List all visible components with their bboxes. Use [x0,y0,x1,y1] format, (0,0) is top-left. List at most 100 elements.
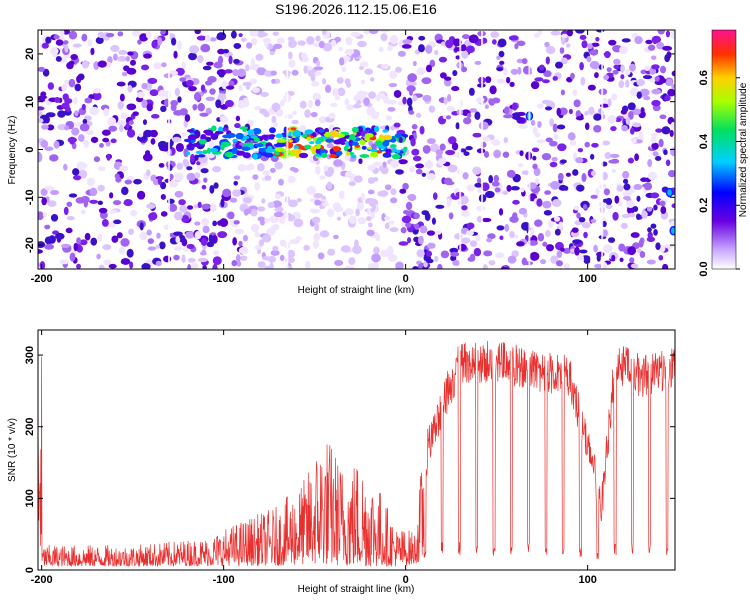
spectrogram-cell [248,64,256,71]
spectrogram-cell [352,245,362,255]
snr-y-label: SNR (10 * v/v) [7,418,18,482]
spectrogram-cell [270,70,277,76]
spectrogram-cell [569,140,577,146]
spectrogram-cell [594,72,599,79]
spectrogram-cell [38,111,43,117]
spectrogram-cell [101,129,111,136]
spectrogram-cell [336,76,344,84]
spectrogram-cell [184,114,191,122]
spectrogram-cell [593,125,602,133]
spectrogram-cell [306,36,315,45]
spectrogram-cell [634,36,643,45]
spectrogram-cell [558,221,563,230]
spectrogram-cell [116,119,127,126]
spectrogram-cell [411,148,420,156]
spectrogram-cell [516,241,525,247]
spectrogram-cell [126,129,136,138]
spectrogram-cell [636,195,641,202]
spectrogram-cell [503,114,513,119]
spectrogram-cell [658,138,664,148]
spectrogram-cell [545,46,556,55]
spectrogram-cell [631,108,642,116]
spectrogram-y-tick-label: 0 [24,146,36,152]
spectrogram-cell [204,34,211,43]
spectrogram-cell [536,103,544,109]
spectrogram-cell [510,68,519,75]
spectrogram-cell [304,260,311,269]
snr-background [38,330,675,570]
spectrogram-cell [415,163,425,169]
spectrogram-cell [170,37,177,46]
spectrogram-cell [280,99,285,107]
spectrogram-cell [175,142,184,152]
spectrogram-cell [319,115,327,124]
spectrogram-signal-cell [364,133,374,138]
spectrogram-cell [378,46,384,53]
spectrogram-cell [446,106,456,112]
spectrogram-signal-cell [368,129,375,135]
spectrogram-cell [160,193,166,200]
colorbar-tick-label: 0.6 [698,70,710,85]
spectrogram-cell [287,39,297,49]
spectrogram-cell [426,230,436,236]
spectrogram-cell [185,231,195,239]
spectrogram-cell [590,219,597,224]
spectrogram-cell [194,231,202,240]
spectrogram-cell [596,254,601,262]
spectrogram-cell [426,250,433,257]
spectrogram-signal-cell [382,140,390,147]
spectrogram-cell [188,86,197,92]
spectrogram-cell [108,263,117,269]
spectrogram-cell [461,205,468,211]
spectrogram-signal-cell [268,136,275,140]
spectrogram-cell [235,115,241,122]
spectrogram-signal-cell [247,129,255,135]
spectrogram-cell [469,108,478,113]
spectrogram-cell [324,84,332,94]
spectrogram-cell [408,87,414,96]
spectrogram-cell [389,159,400,168]
spectrogram-cell [86,177,95,187]
spectrogram-cell [503,137,509,143]
spectrogram-cell [213,61,223,69]
spectrogram-cell [378,165,384,172]
spectrogram-cell [209,88,216,95]
spectrogram-cell [561,33,568,39]
spectrogram-cell [319,230,330,238]
spectrogram-cell [659,114,667,120]
spectrogram-cell [375,94,381,102]
spectrogram-cell [518,207,527,215]
spectrogram-cell [650,223,657,229]
spectrogram-cell [506,76,511,84]
spectrogram-cell [466,184,476,192]
spectrogram-cell [629,87,639,97]
spectrogram-cell [622,170,630,179]
spectrogram-cell [119,93,125,102]
spectrogram-cell [118,50,128,55]
spectrogram-cell [516,40,526,47]
spectrogram-cell [640,107,645,114]
spectrogram-cell [187,264,192,269]
spectrogram-cell [610,126,617,132]
spectrogram-signal-cell [263,152,274,158]
spectrogram-cell [279,254,285,262]
spectrogram-cell [452,70,458,77]
spectrogram-cell [549,161,558,168]
spectrogram-cell [612,211,619,221]
spectrogram-cell [235,254,241,263]
spectrogram-cell [601,229,608,237]
spectrogram-signal-cell [265,148,275,153]
spectrogram-signal-cell [304,129,314,135]
spectrogram-cell [67,136,77,143]
spectrogram-cell [647,171,658,181]
spectrogram-cell [101,218,109,227]
spectrogram-cell [551,199,562,207]
spectrogram-cell [502,67,508,76]
spectrogram-signal-cell [370,148,378,153]
spectrogram-cell [620,74,625,80]
spectrogram-cell [44,224,51,230]
spectrogram-cell [552,76,558,81]
spectrogram-cell [315,60,321,67]
spectrogram-cell [151,129,158,138]
spectrogram-cell [128,228,135,235]
